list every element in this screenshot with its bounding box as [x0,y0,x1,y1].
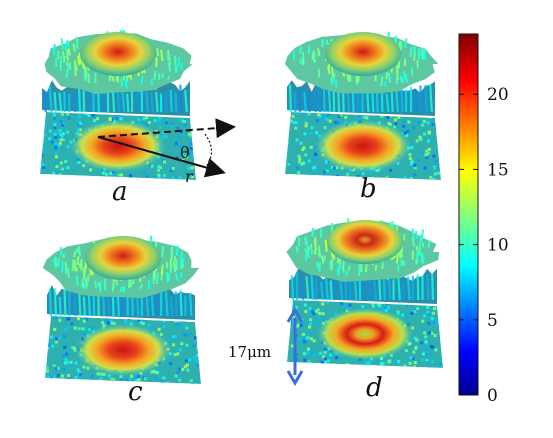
surface-plot [42,235,200,320]
panels: a b c d [40,29,443,407]
intensity-peak [325,32,401,76]
angle-arc [204,133,213,169]
colorbar-ticks: 0 5 10 15 20 [459,85,509,406]
panel-label-d: d [366,373,383,403]
radius-label: r [185,167,194,186]
panel-label-c: c [128,377,143,407]
panel-label-a: a [112,177,128,207]
intensity-map [287,300,443,368]
colorbar [458,33,479,396]
panel-label-b: b [360,174,377,204]
colorbar-tick-label: 5 [487,311,498,331]
intensity-map [285,112,441,180]
surface-plot [284,31,439,116]
colorbar-tick-label: 20 [487,85,509,105]
scale-bar-label: 17μm [228,343,271,361]
radius-arrow [97,136,226,178]
colorbar-tick-label: 10 [487,236,509,256]
panel-b: b [284,31,441,204]
surface-plot [42,29,193,116]
panel-c: c [42,235,201,407]
colorbar-tick-label: 15 [487,160,509,180]
surface-plot [286,217,440,304]
reference-axis-arrow [97,118,236,139]
scale-bar: 17μm [228,307,304,386]
panel-a: a [40,29,196,207]
theta-label: θ [180,143,190,162]
intensity-peak [327,220,403,264]
scale-bar-top-head [286,307,304,323]
angle-annotation: θ r [97,118,236,186]
intensity-peak [80,32,156,76]
panel-d: d [286,217,443,403]
colorbar-tick-label: 0 [487,386,498,406]
intensity-peak [85,236,161,280]
scale-bar-bottom-head [286,370,304,386]
intensity-map [45,316,201,384]
intensity-map [40,112,196,180]
